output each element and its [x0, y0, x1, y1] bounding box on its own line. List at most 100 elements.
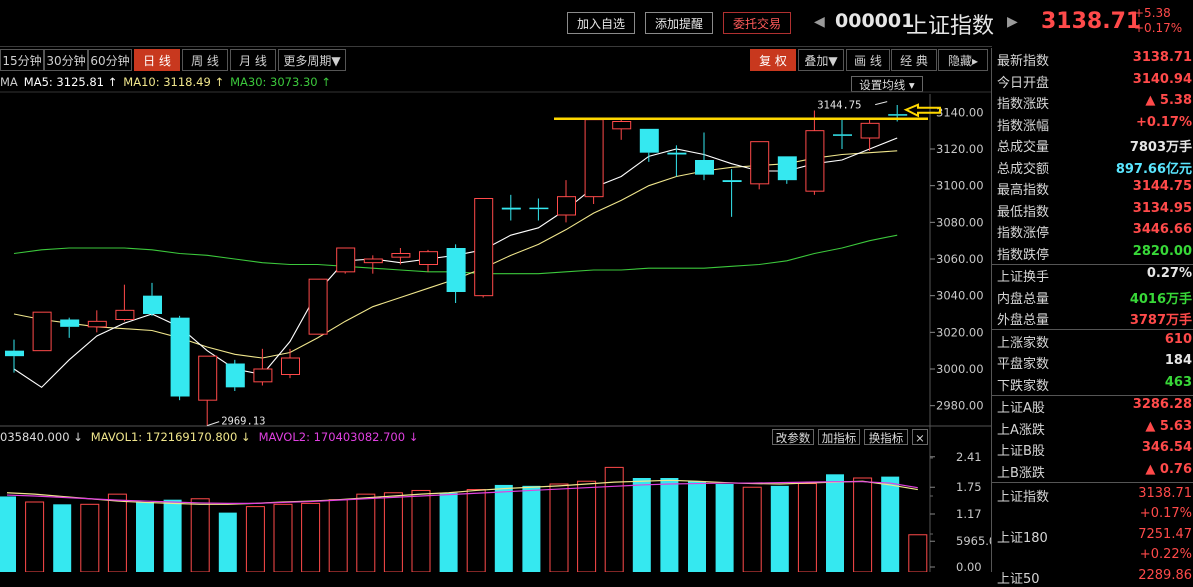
- high-price-pointer: [875, 101, 888, 106]
- volume-bar: [25, 501, 45, 572]
- switch-indicator-button[interactable]: 换指标: [864, 429, 908, 445]
- info-value: 463: [1164, 374, 1192, 390]
- info-label: 上A涨跌: [997, 422, 1045, 438]
- index-row[interactable]: 上证50 2289.86: [992, 566, 1193, 587]
- stock-change-value: +5.38: [1134, 6, 1171, 20]
- volume-bar: [522, 485, 541, 572]
- candle-body: [474, 198, 494, 297]
- price-tick-label: 3040.00: [936, 289, 984, 303]
- candle-body: [750, 141, 770, 185]
- ma-legend: MA MA5: 3125.81 ↑ MA10: 3118.49 ↑ MA30: 307…: [0, 75, 337, 89]
- index-value: 3138.71: [1138, 486, 1192, 501]
- chart-grid: [0, 91, 992, 572]
- info-value: ▲ 0.76: [1145, 461, 1192, 477]
- volume-bar: [715, 484, 734, 572]
- volume-bar: [826, 474, 844, 572]
- info-value: 3144.75: [1132, 179, 1192, 194]
- candle-body: [722, 180, 742, 182]
- kline-chart[interactable]: 3140.00 3120.00 3100.00 3080.00 3060.00 3040.…: [0, 0, 992, 572]
- info-row: 指数涨停 3446.66: [992, 220, 1193, 241]
- index-row[interactable]: 上证180 7251.47: [992, 525, 1193, 546]
- stock-name: 上证指数: [906, 14, 995, 39]
- prev-stock-icon[interactable]: ◀: [814, 14, 825, 30]
- yellow-arrow-icon: [903, 103, 941, 118]
- info-label: 上证A股: [997, 401, 1045, 416]
- tab-monthly[interactable]: 月 线: [230, 49, 276, 71]
- entrust-trade-button[interactable]: 委托交易: [723, 12, 791, 34]
- candle-body: [833, 134, 852, 136]
- candle-body: [805, 130, 825, 192]
- info-row: 指数涨幅 +0.17%: [992, 113, 1193, 134]
- info-separator: [992, 481, 1193, 483]
- volume-bar: [301, 502, 321, 572]
- info-label: 平盘家数: [997, 357, 1050, 372]
- close-indicator-button[interactable]: ×: [912, 429, 928, 445]
- price-tick-label: 3140.00: [936, 105, 984, 119]
- tab-60min[interactable]: 60分钟: [88, 49, 132, 71]
- info-value: 897.66亿元: [1115, 161, 1192, 177]
- index-pct-row: +0.22%: [992, 545, 1193, 566]
- volume-bar: [549, 483, 569, 572]
- add-watchlist-button[interactable]: 加入自选: [567, 12, 635, 34]
- candle-body: [667, 152, 687, 155]
- index-row[interactable]: 上证指数 3138.71: [992, 484, 1193, 505]
- tab-more-periods[interactable]: 更多周期▼: [278, 49, 346, 71]
- info-label: 上证B股: [997, 444, 1045, 459]
- price-tick-label: 2980.00: [936, 399, 984, 413]
- volume-legend: 035840.000 ↓ MAVOL1: 172169170.800 ↓ MAVOL…: [0, 430, 418, 444]
- vol-value: 035840.000 ↓: [0, 430, 83, 444]
- change-params-button[interactable]: 改参数: [772, 429, 814, 445]
- ma5-legend: MA5: 3125.81 ↑: [23, 75, 118, 89]
- volume-bar: [245, 506, 265, 572]
- info-label: 总成交额: [997, 161, 1050, 177]
- stock-price: 3138.71: [1041, 9, 1142, 34]
- tab-15min[interactable]: 15分钟: [0, 49, 44, 71]
- tab-30min[interactable]: 30分钟: [44, 49, 88, 71]
- next-stock-icon[interactable]: ▶: [1007, 14, 1018, 30]
- info-label: 今日开盘: [997, 75, 1050, 91]
- candle-body: [32, 311, 52, 352]
- ma30-legend: MA30: 3073.30 ↑: [230, 75, 331, 89]
- ma-prefix: MA: [0, 75, 18, 89]
- info-label: 指数涨幅: [997, 118, 1050, 134]
- info-value: 184: [1164, 353, 1192, 368]
- candle-body: [363, 258, 383, 264]
- tab-daily[interactable]: 日 线: [134, 49, 180, 71]
- candle-body: [695, 160, 714, 175]
- tab-overlay[interactable]: 叠加▼: [798, 49, 844, 71]
- volume-bar: [80, 503, 100, 572]
- volume-tick-label: 2.41: [956, 450, 982, 464]
- tab-hide[interactable]: 隐藏▸: [938, 49, 988, 71]
- ma10-legend: MA10: 3118.49 ↑: [123, 75, 225, 89]
- info-value: 3286.28: [1132, 397, 1192, 412]
- price-tick-label: 3080.00: [936, 215, 984, 229]
- info-row: 指数涨跌 ▲ 5.38: [992, 91, 1193, 112]
- volume-bar: [797, 483, 817, 572]
- price-tick-label: 3100.00: [936, 179, 984, 193]
- right-panel-divider: [991, 48, 992, 572]
- tab-classic[interactable]: 经 典: [891, 49, 937, 71]
- info-value: 3787万手: [1129, 313, 1192, 328]
- low-price-pointer: [207, 421, 220, 427]
- tab-weekly[interactable]: 周 线: [182, 49, 228, 71]
- index-pct: +0.17%: [1139, 506, 1192, 521]
- candle-body: [777, 156, 797, 181]
- info-row: 总成交量 7803万手: [992, 134, 1193, 155]
- add-indicator-button[interactable]: 加指标: [818, 429, 860, 445]
- info-value: +0.17%: [1136, 114, 1192, 130]
- candle-body: [446, 248, 466, 292]
- info-row: 上B涨跌 ▲ 0.76: [992, 460, 1193, 481]
- add-alert-button[interactable]: 添加提醒: [645, 12, 713, 34]
- candle-body: [336, 247, 356, 273]
- info-row: 最新指数 3138.71: [992, 48, 1193, 69]
- price-tick-label: 3000.00: [936, 362, 984, 376]
- info-value: 3446.66: [1132, 222, 1192, 237]
- tab-draw-line[interactable]: 画 线: [846, 49, 890, 71]
- volume-bar: [383, 492, 403, 572]
- info-row: 外盘总量 3787万手: [992, 307, 1193, 328]
- info-value: 2820.00: [1132, 243, 1192, 259]
- info-row: 下跌家数 463: [992, 373, 1193, 394]
- candle-body: [612, 121, 632, 130]
- index-pct-row: +0.17%: [992, 504, 1193, 525]
- tab-restore-rights[interactable]: 复 权: [750, 49, 796, 71]
